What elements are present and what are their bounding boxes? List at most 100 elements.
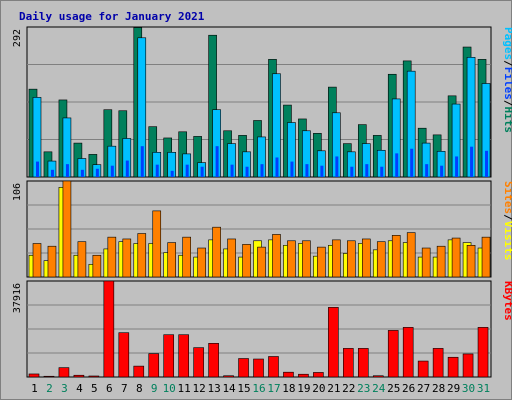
files-bar: [290, 161, 294, 177]
sites-bar: [332, 239, 341, 278]
files-bar: [395, 153, 399, 177]
kbytes-bar: [328, 307, 339, 378]
sites-bar: [212, 226, 221, 278]
sites-bar: [347, 240, 356, 278]
sites-bar: [167, 242, 177, 278]
files-bar: [275, 157, 279, 177]
sites-bar: [77, 241, 87, 278]
files-bar: [200, 166, 204, 177]
side-legend-pages: Pages: [502, 27, 512, 60]
kbytes-bar: [223, 375, 234, 378]
day-label: 19: [297, 382, 310, 395]
files-bar: [485, 150, 489, 177]
day-label: 9: [151, 382, 158, 395]
side-legend-hits: Hits: [502, 107, 512, 134]
day-label: 20: [312, 382, 325, 395]
day-label: 31: [477, 382, 490, 395]
kbytes-bar: [343, 348, 354, 378]
day-label: 11: [178, 382, 191, 395]
day-label: 14: [222, 382, 236, 395]
kbytes-bar: [133, 365, 145, 378]
kbytes-bar: [208, 343, 219, 378]
side-legend: Sites/Visits: [502, 181, 512, 261]
kbytes-bar: [238, 358, 249, 378]
day-label: 6: [106, 382, 113, 395]
sites-bar: [122, 238, 132, 278]
side-legend-sep: /: [502, 100, 512, 107]
kbytes-bar: [58, 367, 70, 378]
files-bar: [380, 166, 384, 177]
day-label: 27: [417, 382, 430, 395]
files-bar: [350, 166, 354, 177]
sites-bar: [421, 247, 431, 278]
sites-bar: [436, 245, 446, 278]
kbytes-bar: [298, 373, 309, 378]
files-bar: [260, 164, 264, 177]
side-legend: KBytes: [502, 281, 512, 321]
chart-title: Daily usage for January 2021: [19, 10, 205, 23]
sites-bar: [227, 238, 236, 278]
files-bar: [365, 164, 369, 177]
side-legend-files: Files: [502, 67, 512, 100]
day-label: 28: [432, 382, 445, 395]
sites-bar: [361, 238, 371, 278]
day-label: 3: [61, 382, 68, 395]
day-label: 2: [46, 382, 53, 395]
day-label: 18: [282, 382, 295, 395]
sites-bar: [32, 243, 42, 278]
side-legend-kbytes: KBytes: [502, 281, 512, 321]
kbytes-bar: [163, 334, 175, 378]
sites-bar: [47, 245, 57, 278]
day-label: 17: [267, 382, 280, 395]
kbytes-bar: [43, 375, 55, 378]
y-max-label: 37916: [12, 283, 23, 313]
sites-bar: [92, 254, 102, 278]
kbytes-bar: [253, 358, 264, 378]
kbytes-bar: [193, 347, 204, 378]
kbytes-bar: [73, 374, 85, 378]
files-bar: [95, 168, 99, 177]
side-legend-visits: Visits: [502, 221, 512, 261]
kbytes-bar: [28, 373, 40, 378]
day-label: 21: [327, 382, 340, 395]
kbytes-bar: [148, 353, 160, 378]
files-bar: [410, 148, 414, 177]
day-label: 1: [31, 382, 38, 395]
day-label: 12: [193, 382, 206, 395]
day-label: 7: [121, 382, 128, 395]
files-bar: [245, 166, 249, 177]
sites-bar: [197, 247, 206, 278]
files-bar: [455, 156, 459, 177]
files-bar: [185, 164, 189, 177]
files-bar: [215, 146, 219, 177]
kbytes-bar: [387, 330, 399, 378]
side-legend-sites: Sites: [502, 181, 512, 214]
sites-bar: [272, 234, 281, 278]
sites-bar: [62, 180, 72, 278]
kbytes-bar: [477, 327, 489, 378]
sites-bar: [451, 237, 461, 278]
day-label: 10: [163, 382, 176, 395]
sites-bar: [406, 232, 416, 278]
files-bar: [305, 164, 309, 177]
sites-bar: [182, 236, 191, 278]
sites-bar: [107, 236, 117, 278]
files-bar: [110, 165, 114, 177]
sites-bar: [287, 240, 296, 278]
kbytes-bar: [372, 375, 384, 378]
files-bar: [230, 164, 234, 177]
files-bar: [425, 164, 429, 177]
sites-bar: [317, 246, 326, 278]
day-label: 26: [402, 382, 415, 395]
sites-bar: [391, 235, 401, 278]
sites-bar: [376, 241, 386, 278]
sites-bar: [302, 240, 311, 278]
files-bar: [125, 160, 129, 177]
day-label: 13: [207, 382, 220, 395]
chart-panels: 292Pages/Files/Hits106Sites/Visits37916K…: [12, 26, 512, 395]
side-legend: Pages/Files/Hits: [502, 27, 512, 133]
day-label: 29: [447, 382, 460, 395]
day-label: 25: [387, 382, 400, 395]
